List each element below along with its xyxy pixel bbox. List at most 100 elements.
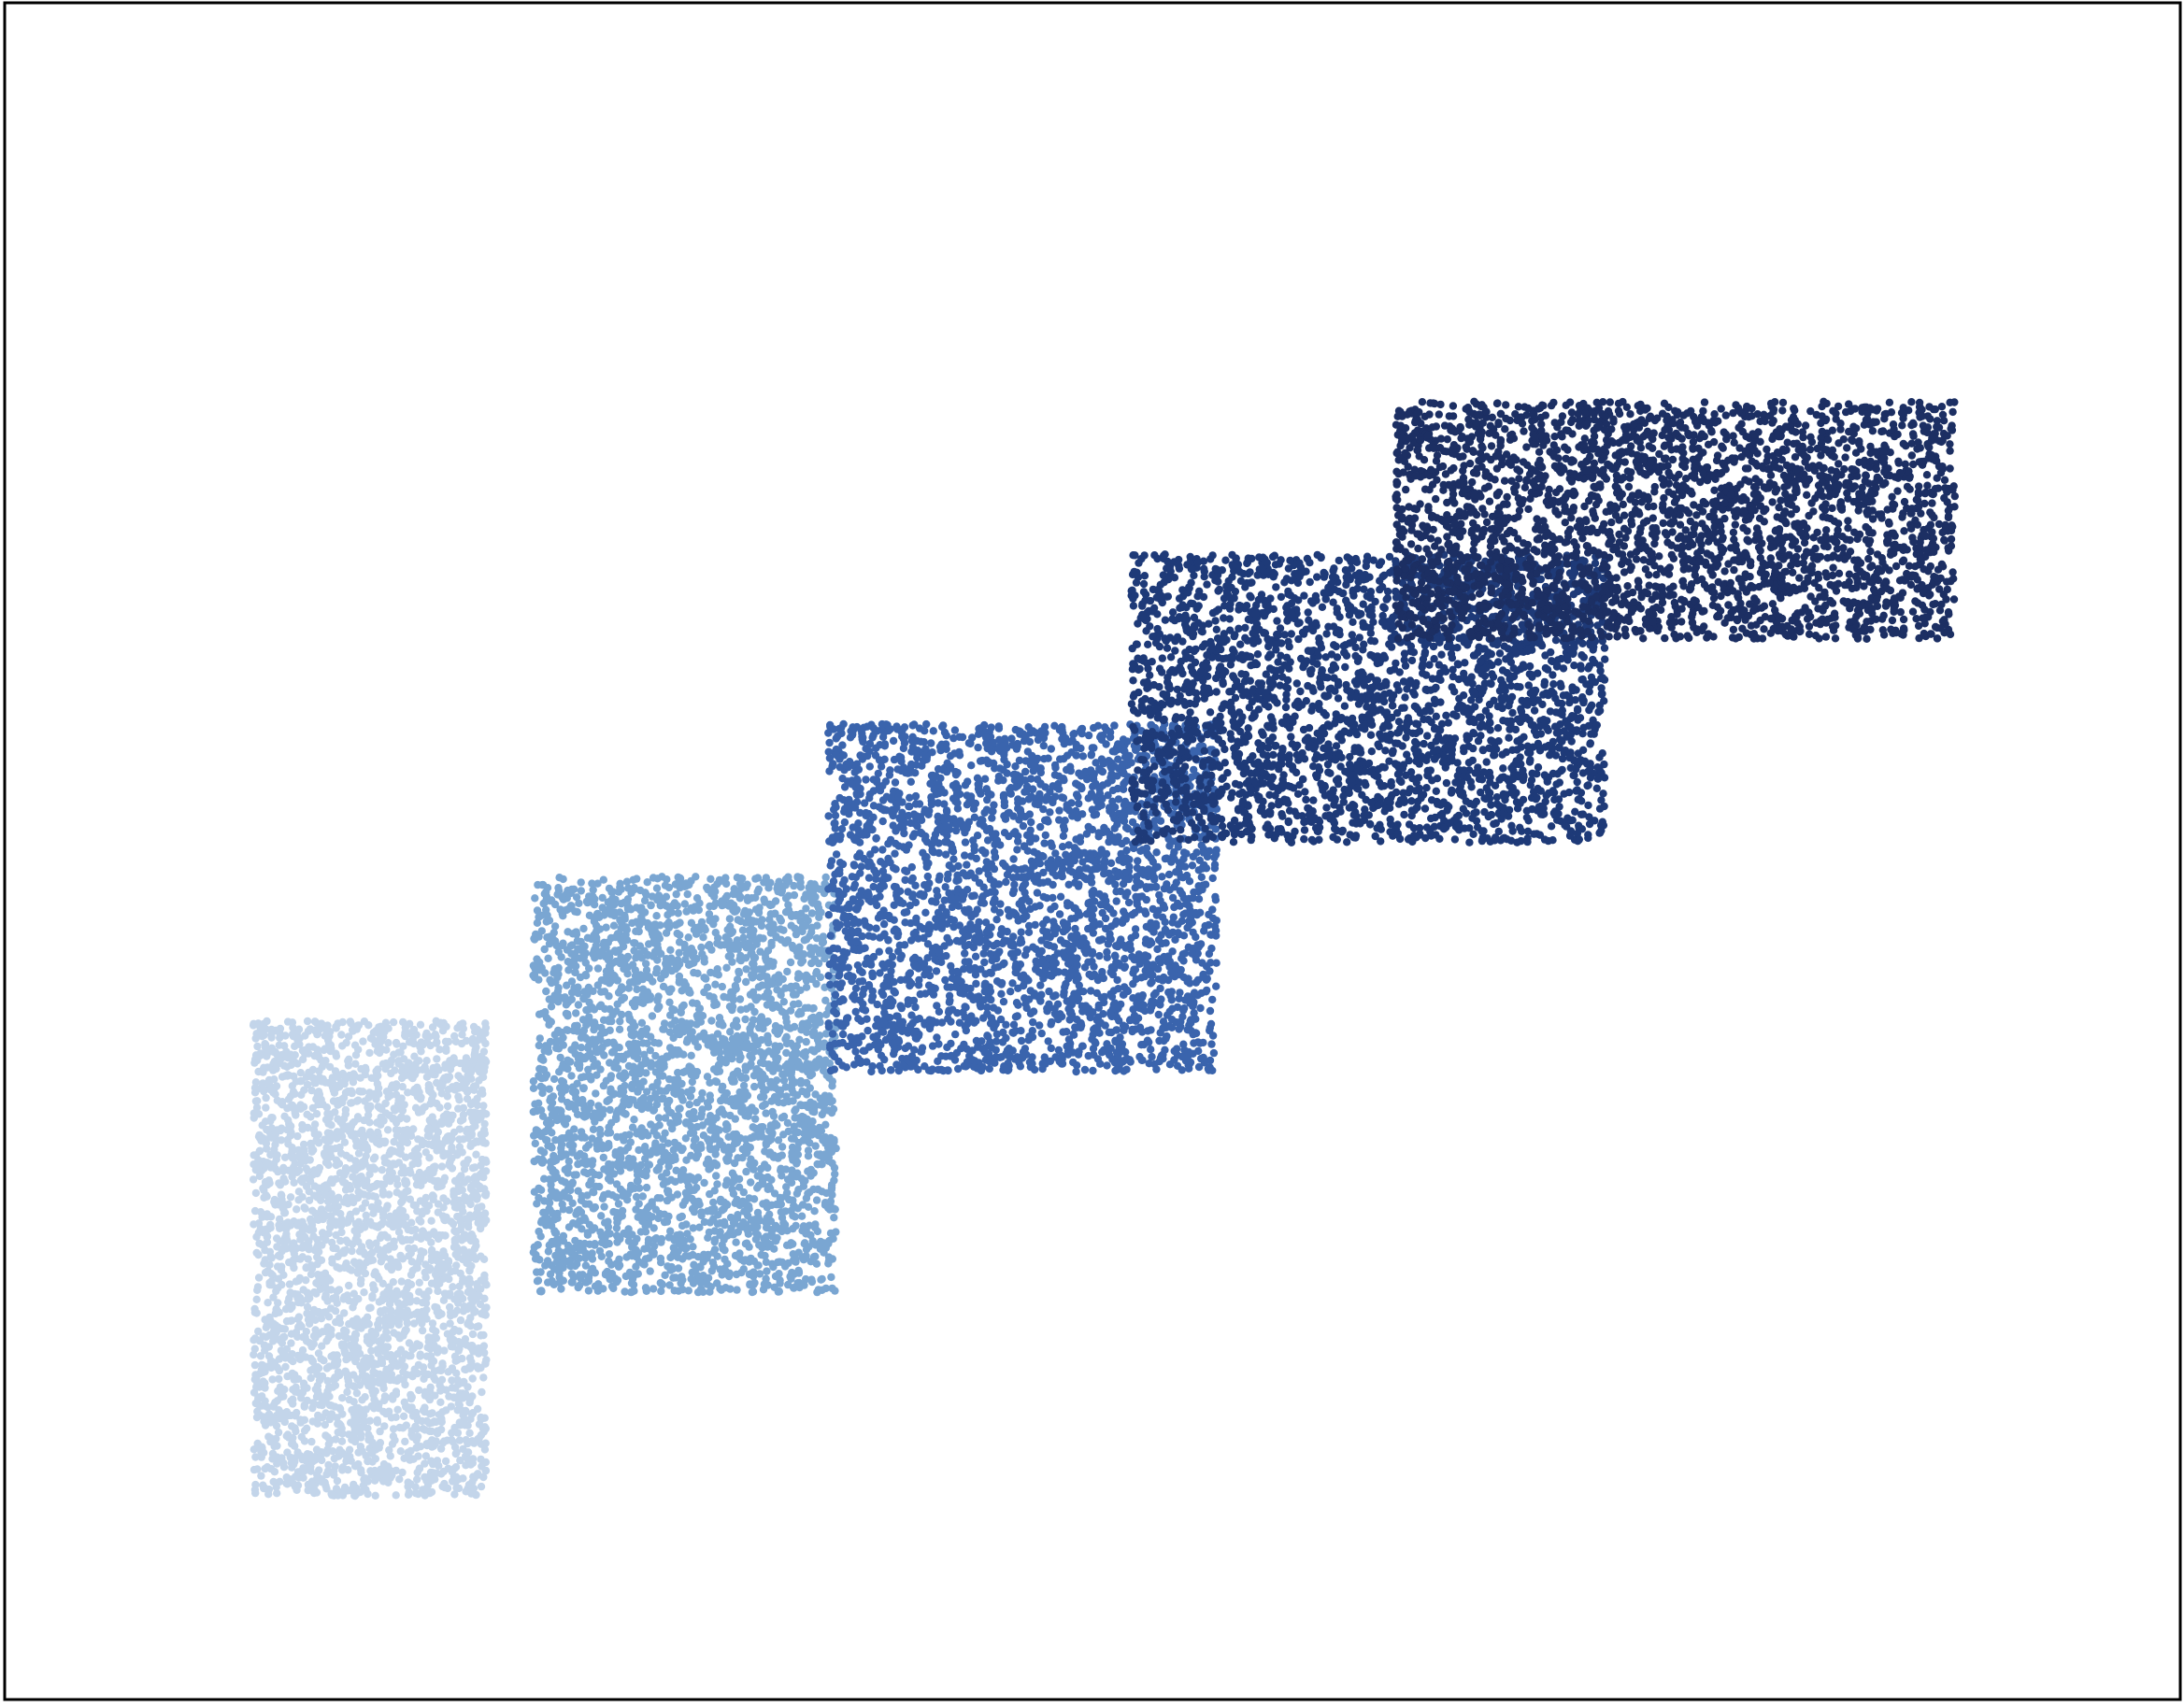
scatter-point (442, 1213, 450, 1222)
scatter-point (321, 1031, 329, 1040)
scatter-point (653, 1078, 662, 1087)
scatter-point (327, 1189, 335, 1199)
scatter-point (470, 1108, 478, 1117)
scatter-point (481, 1216, 490, 1225)
scatter-point (425, 1419, 434, 1428)
scatter-point (480, 1445, 490, 1454)
scatter-point (321, 1269, 330, 1278)
scatter-point (286, 1316, 295, 1326)
scatter-point (434, 1287, 442, 1296)
scatter-point (273, 1397, 281, 1405)
scatter-point (625, 1131, 634, 1139)
scatter-point (296, 1077, 305, 1086)
scatter-point (300, 1401, 308, 1410)
scatter-point (470, 1439, 478, 1447)
scatter-point (384, 1039, 393, 1047)
scatter-point (397, 1067, 407, 1075)
scatter-point (435, 1311, 443, 1320)
scatter-point (700, 1178, 708, 1188)
scatter-point (464, 1232, 472, 1242)
scatter-point (377, 1341, 385, 1350)
scatter-point (394, 1060, 403, 1068)
scatter-point (359, 1037, 367, 1046)
scatter-point (335, 1450, 344, 1459)
scatter-point (262, 1323, 270, 1332)
scatter-point (398, 1255, 407, 1263)
scatter-point (380, 1422, 389, 1430)
scatter-point (765, 1210, 774, 1219)
scatter-point (685, 1110, 693, 1118)
scatter-point (369, 1332, 378, 1341)
scatter-point (278, 1280, 286, 1289)
scatter-point (338, 1098, 347, 1107)
scatter-point (664, 1084, 673, 1092)
scatter-point (450, 1464, 459, 1473)
scatter-point (378, 1137, 387, 1146)
scatter-point (409, 1344, 419, 1352)
scatter-point (386, 1260, 395, 1270)
scatter-point (364, 1105, 373, 1114)
scatter-point (365, 1118, 374, 1127)
scatter-point (355, 1087, 364, 1096)
scatter-point (401, 1380, 409, 1389)
scatter-point (263, 1017, 271, 1026)
scatter-point (435, 1279, 444, 1288)
scatter-point (449, 1111, 457, 1120)
scatter-point (439, 1203, 448, 1212)
scatter-point (381, 1018, 391, 1027)
scatter-point (600, 911, 608, 919)
scatter-point (452, 1369, 461, 1378)
scatter-point (477, 1413, 485, 1422)
scatter-point (817, 1275, 825, 1284)
scatter-point (712, 1172, 721, 1180)
scatter-point (718, 982, 726, 991)
scatter-point (270, 1075, 278, 1084)
scatter-point (470, 1098, 478, 1106)
scatter-point (550, 922, 560, 931)
scatter-point (762, 1109, 770, 1117)
scatter-point (741, 1015, 749, 1024)
scatter-point (421, 1391, 430, 1400)
scatter-point (336, 1117, 345, 1126)
scatter-point (288, 1301, 296, 1310)
scatter-point (406, 1166, 414, 1174)
scatter-point (420, 1406, 428, 1415)
scatter-point (338, 1466, 347, 1474)
scatter-point (471, 1237, 479, 1246)
scatter-point (482, 1356, 491, 1364)
scatter-point (814, 1160, 822, 1169)
scatter-point (465, 1429, 474, 1438)
scatter-point (461, 1251, 470, 1260)
scatter-point (763, 1267, 771, 1275)
scatter-point (337, 1228, 346, 1237)
scatter-point (478, 1109, 486, 1117)
scatter-point (736, 917, 745, 926)
scatter-point (778, 1143, 787, 1151)
scatter-point (685, 1020, 694, 1030)
scatter-point (302, 1276, 310, 1285)
scatter-point (321, 1397, 330, 1405)
scatter-point (707, 875, 715, 883)
scatter-point (431, 1031, 439, 1039)
scatter-point (764, 1163, 772, 1173)
scatter-point (439, 1194, 448, 1202)
scatter-point (252, 1248, 261, 1258)
scatter-point (393, 1349, 402, 1358)
scatter-point (732, 1238, 740, 1246)
scatter-point (348, 1246, 356, 1256)
scatter-point (648, 1012, 657, 1020)
scatter-point (392, 1491, 400, 1500)
scatter-point (256, 1132, 265, 1141)
scatter-point (328, 1077, 336, 1086)
scatter-point (276, 1224, 284, 1232)
scatter-point (703, 1073, 712, 1081)
scatter-point (314, 1280, 322, 1288)
scatter-point (293, 1351, 303, 1360)
scatter-point (409, 1025, 419, 1034)
scatter-point (360, 1475, 368, 1484)
scatter-point (665, 998, 674, 1007)
scatter-point (463, 1128, 471, 1136)
scatter-point (431, 1344, 439, 1353)
scatter-point (339, 1246, 349, 1255)
scatter-point (308, 1481, 317, 1489)
